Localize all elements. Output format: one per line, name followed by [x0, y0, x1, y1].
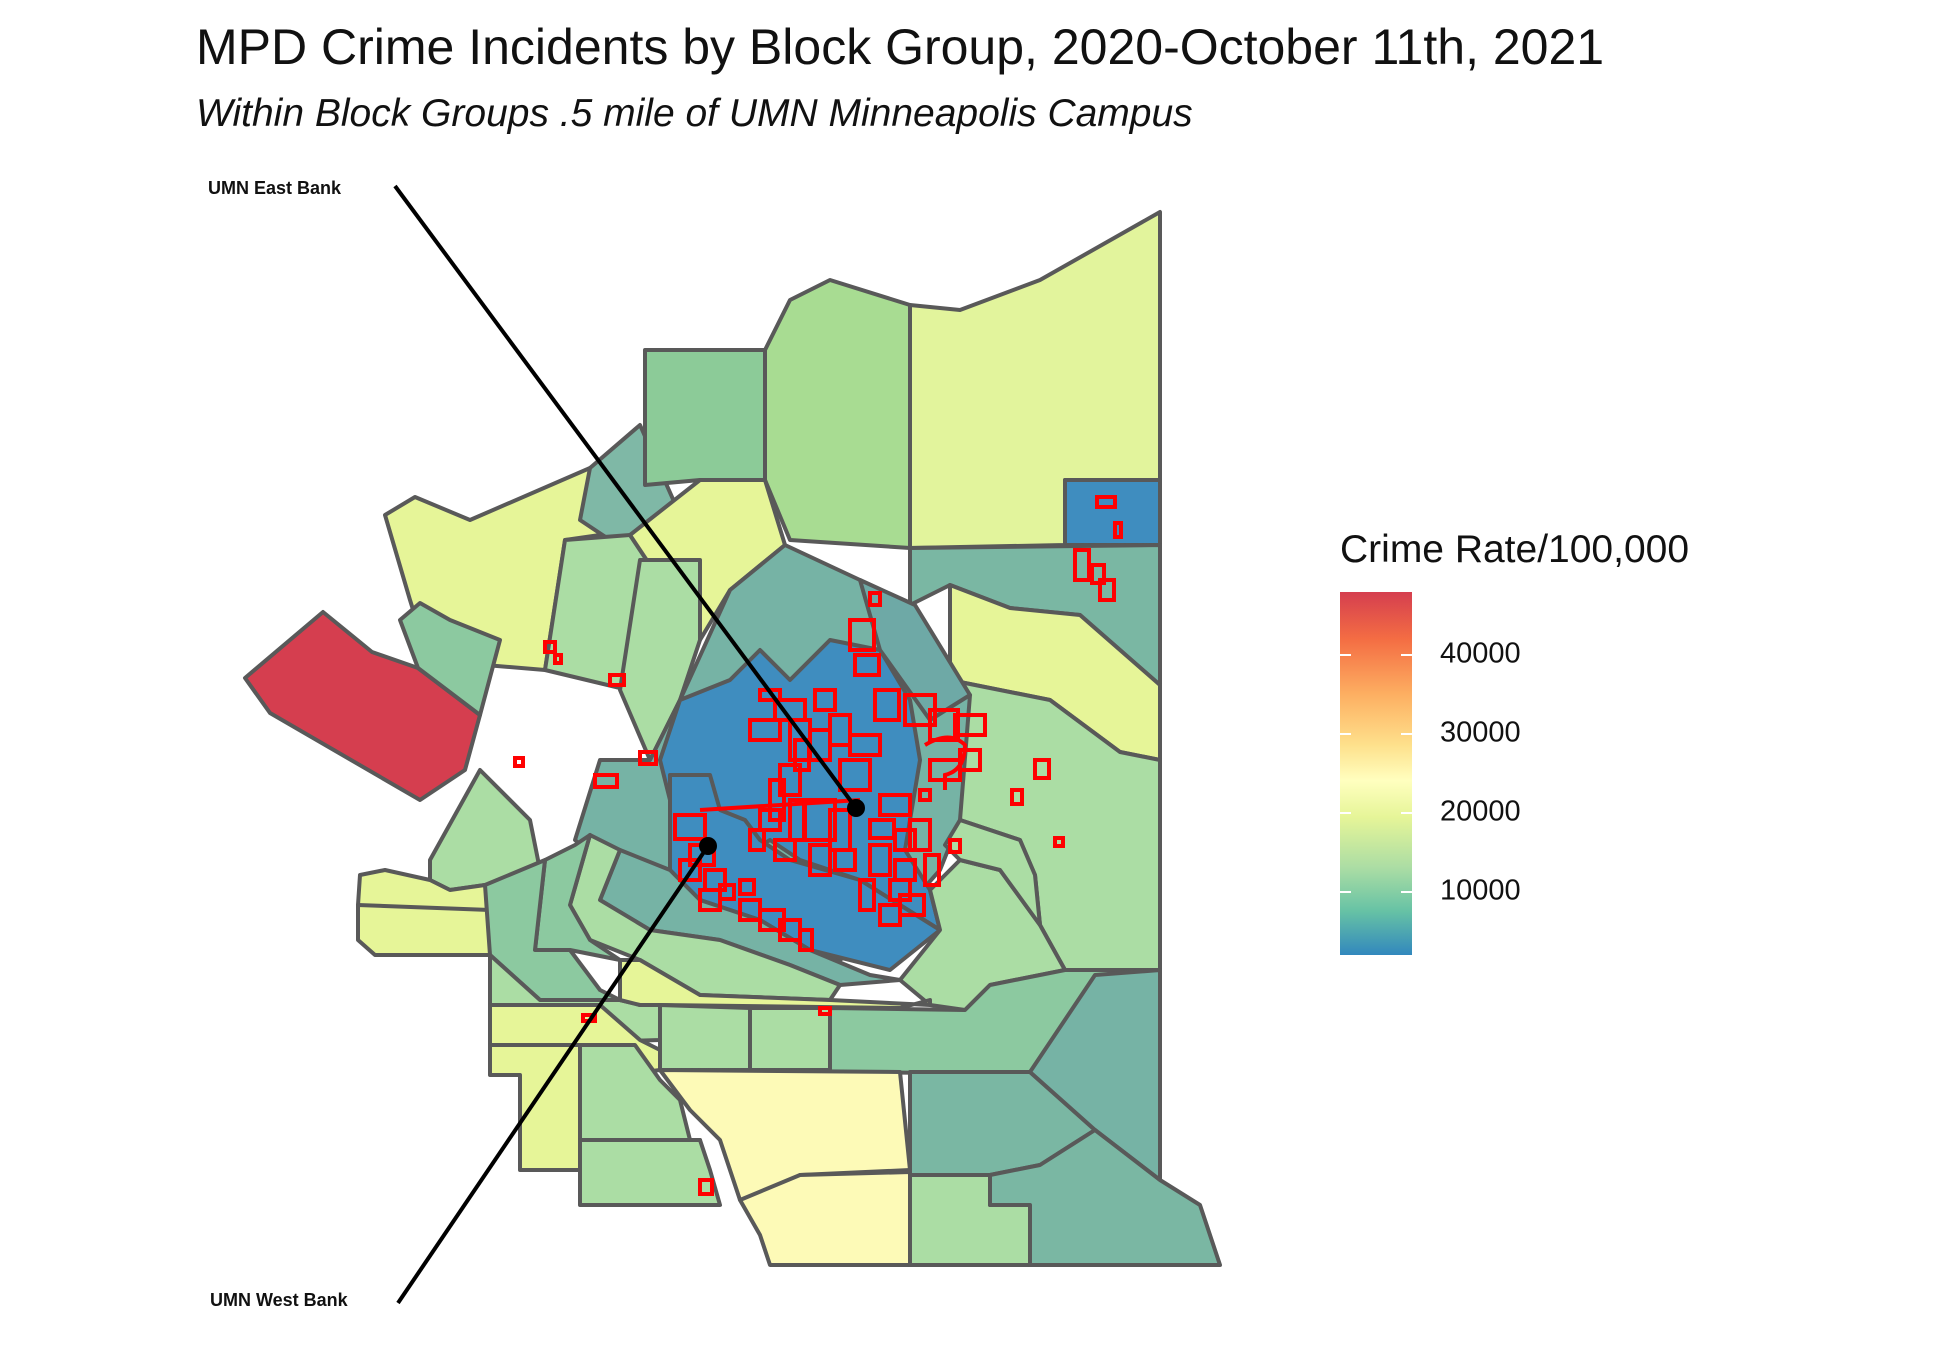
building-outline — [873, 688, 901, 722]
block-group-polygon — [356, 903, 492, 957]
building-outline — [673, 813, 707, 841]
building-outline — [1073, 548, 1091, 582]
west-bank-leader-line — [396, 844, 710, 1305]
building-outline — [868, 591, 882, 607]
west-bank-point — [699, 837, 717, 855]
building-outline — [853, 653, 881, 677]
east-bank-label: UMN East Bank — [208, 178, 342, 198]
building-outline — [918, 788, 932, 802]
building-outline — [948, 838, 962, 854]
building-outline — [1010, 788, 1024, 806]
east-bank-leader-line — [393, 184, 858, 810]
building-outline — [718, 883, 736, 901]
building-outline — [813, 688, 837, 712]
block-group-polygon — [943, 818, 1042, 927]
building-outline — [748, 718, 782, 742]
block-group-polygon — [1063, 478, 1162, 547]
building-outline — [593, 773, 619, 789]
block-group-polygon — [988, 1128, 1222, 1267]
building-outline — [958, 748, 982, 772]
building-outline — [818, 1006, 832, 1016]
legend-tick-label: 10000 — [1440, 874, 1521, 907]
building-outline — [768, 778, 786, 822]
block-group-polygon — [658, 1003, 752, 1072]
block-group-polygon — [398, 601, 502, 717]
building-outline — [793, 738, 811, 772]
block-group-polygon — [763, 278, 912, 550]
building-outline — [748, 828, 766, 852]
building-outline — [808, 843, 832, 877]
building-outline — [678, 858, 702, 882]
block-group-polygon — [643, 348, 767, 487]
block-group-polygon — [488, 1043, 582, 1172]
building-outline — [1053, 836, 1065, 848]
building-outline — [868, 818, 896, 840]
block-group-polygon — [578, 1138, 722, 1207]
block-group-polygon — [748, 1006, 832, 1072]
block-group-polygon — [618, 958, 932, 1010]
block-group-polygon — [1028, 968, 1162, 1182]
block-group-polygon — [858, 578, 972, 722]
building-outline — [878, 903, 902, 927]
east-bank-point — [847, 799, 865, 817]
building-outline — [758, 808, 782, 832]
building-outline — [553, 653, 563, 665]
building-outline — [608, 673, 626, 687]
building-outline — [923, 735, 968, 790]
map-title: MPD Crime Incidents by Block Group, 2020… — [196, 19, 1605, 75]
building-outline — [543, 640, 557, 654]
building-outline — [1113, 521, 1123, 539]
building-outline — [1098, 578, 1116, 602]
legend-colorbar — [1340, 592, 1412, 955]
building-outline — [928, 708, 960, 742]
building-outline — [738, 878, 756, 896]
building-outline — [1095, 495, 1117, 509]
building-outline — [923, 853, 941, 887]
building-outline — [908, 818, 932, 852]
building-outline — [828, 713, 852, 747]
west-bank-label: UMN West Bank — [210, 1290, 349, 1310]
building-outline — [698, 1178, 714, 1196]
building-outline — [858, 878, 876, 912]
building-outline — [513, 756, 525, 768]
legend-tick-label: 20000 — [1440, 795, 1521, 828]
building-outline — [868, 843, 892, 877]
building-outline — [773, 838, 797, 862]
building-outline — [798, 928, 814, 952]
legend-tick-label: 40000 — [1440, 637, 1521, 670]
building-outline — [878, 793, 912, 817]
legend-title: Crime Rate/100,000 — [1340, 528, 1690, 571]
building-outline — [699, 798, 861, 812]
map-subtitle: Within Block Groups .5 mile of UMN Minne… — [196, 92, 1193, 135]
building-outline — [848, 618, 876, 652]
building-outline — [1033, 758, 1051, 780]
building-outline — [833, 848, 857, 872]
building-outline — [638, 750, 658, 766]
campus-markers: UMN East Bank UMN West Bank — [208, 178, 865, 1310]
building-outline — [953, 713, 987, 737]
building-outline — [838, 758, 872, 792]
legend-tick-label: 30000 — [1440, 716, 1521, 749]
